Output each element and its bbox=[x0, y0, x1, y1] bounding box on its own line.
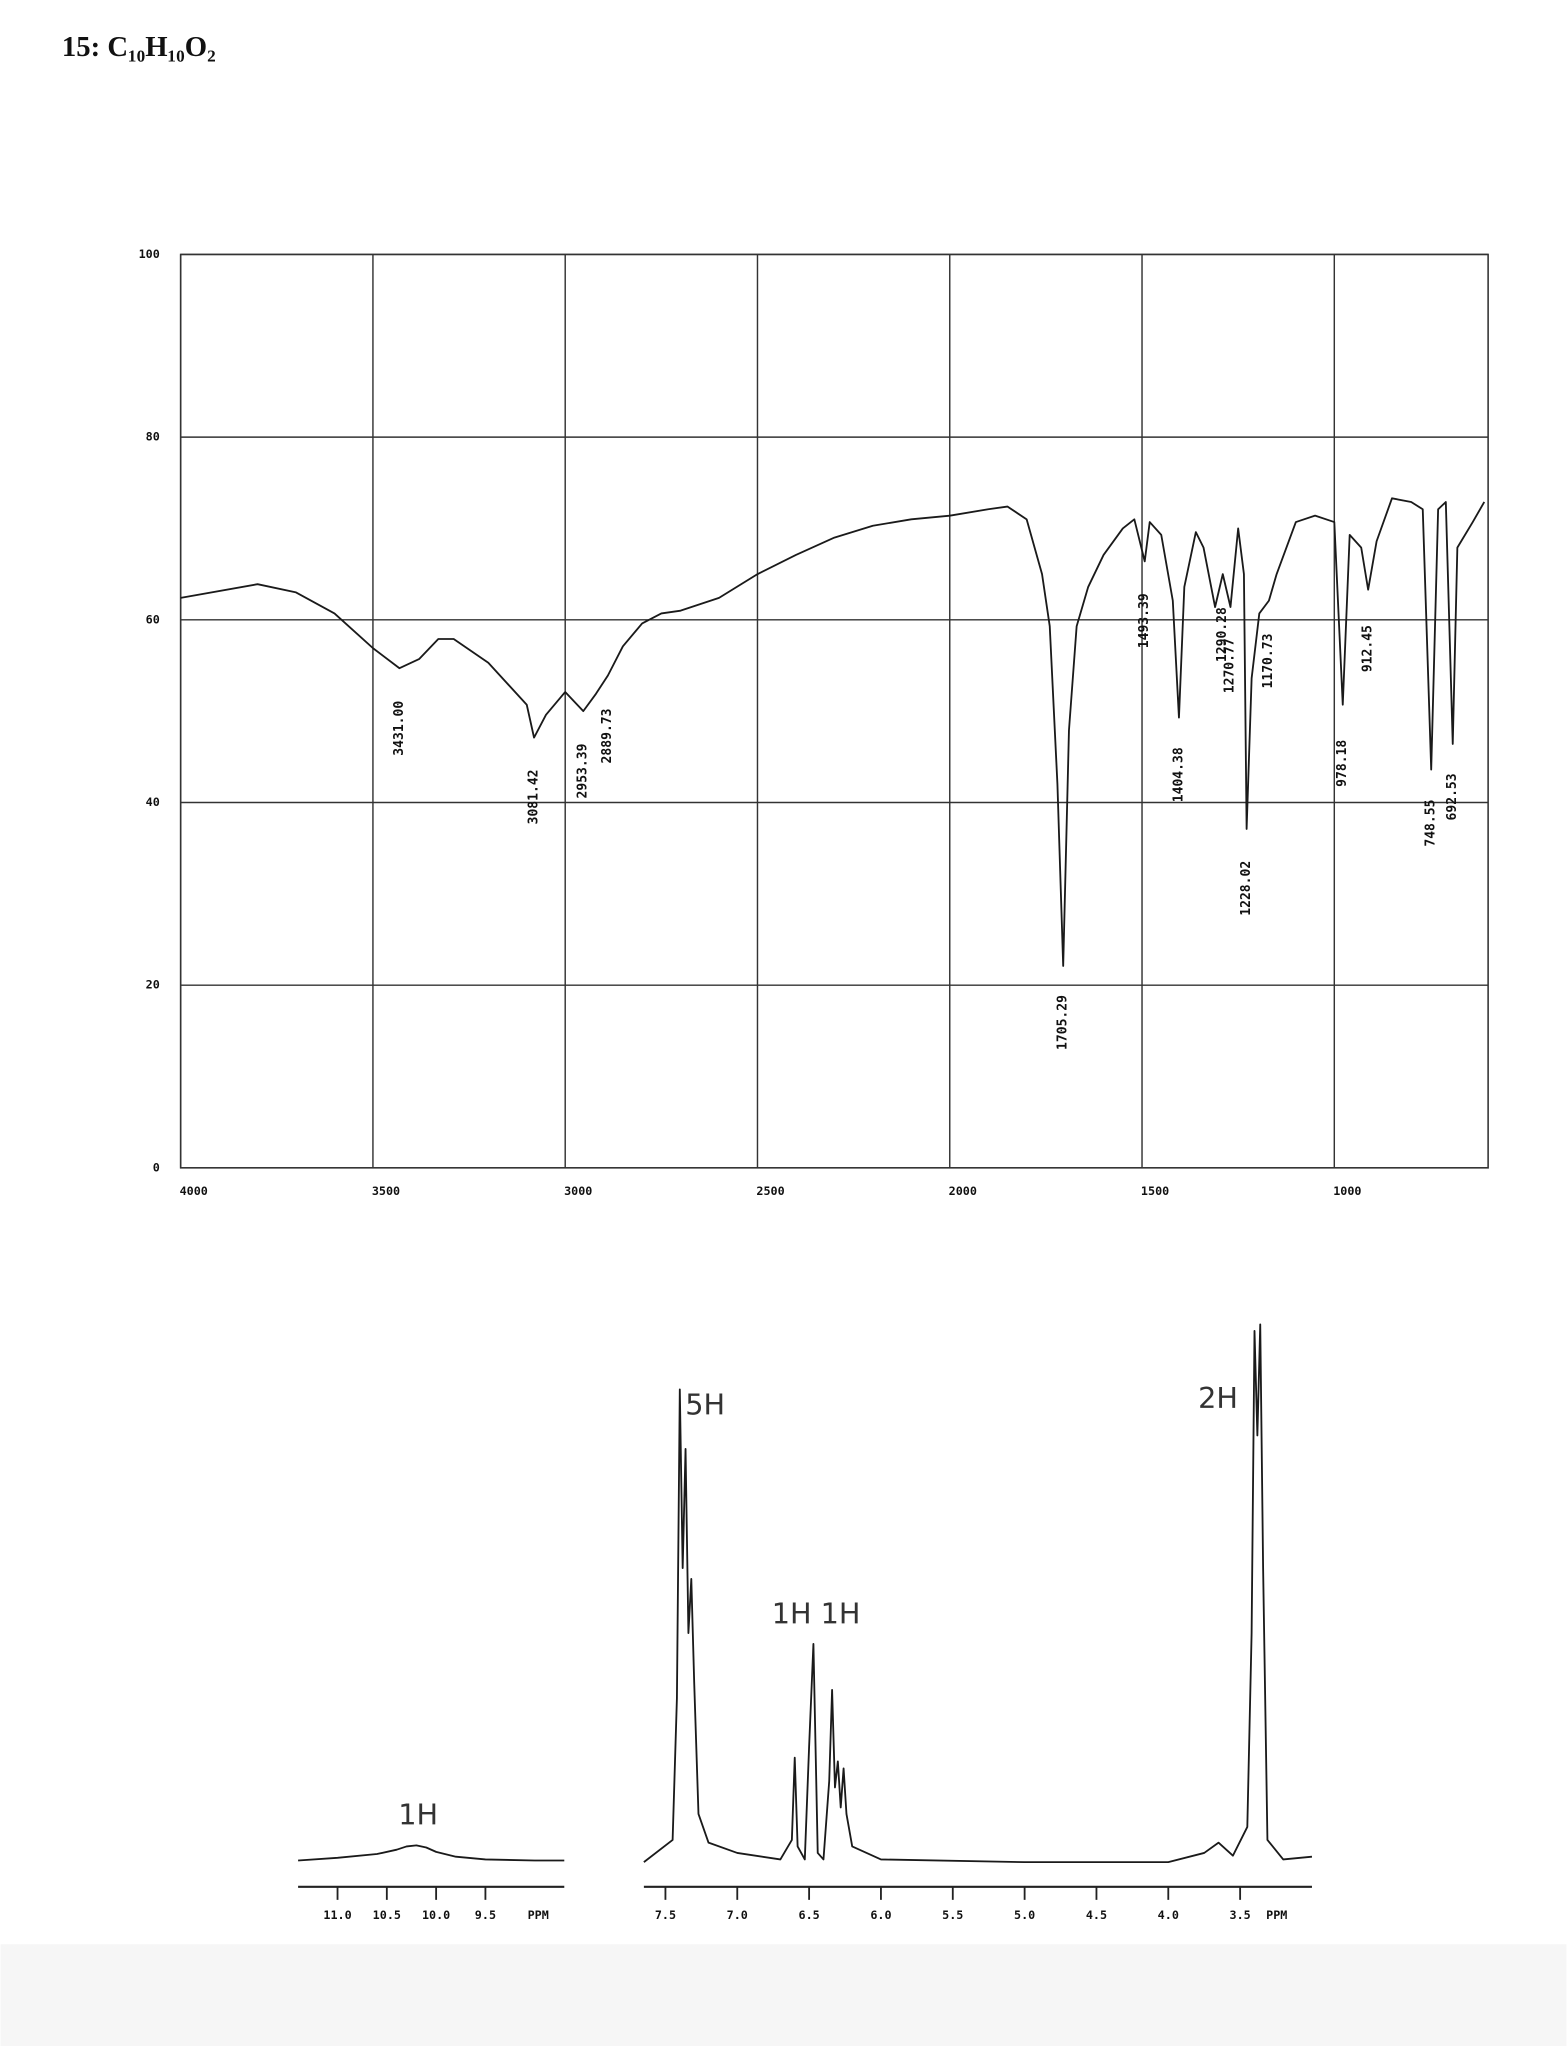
peak-label: 3081.42 bbox=[526, 769, 541, 824]
integration-label: 1H bbox=[398, 1797, 438, 1831]
y-tick-label: 20 bbox=[146, 978, 160, 992]
x-tick-label: 1500 bbox=[1141, 1184, 1169, 1198]
integration-label: 5H bbox=[685, 1388, 725, 1422]
peak-label: 3431.00 bbox=[392, 701, 407, 756]
x-tick-label: 10.5 bbox=[373, 1908, 401, 1922]
peak-label: 978.18 bbox=[1335, 740, 1350, 787]
x-tick-label: 6.0 bbox=[870, 1908, 891, 1922]
x-axis-label: PPM bbox=[1266, 1908, 1287, 1922]
peak-label: 2889.73 bbox=[600, 709, 615, 764]
peak-label: 1170.73 bbox=[1261, 634, 1276, 689]
integration-label: 1H 1H bbox=[772, 1596, 861, 1630]
y-tick-label: 100 bbox=[139, 247, 160, 261]
peak-label: 1493.39 bbox=[1137, 593, 1152, 648]
spectrum-line bbox=[298, 1844, 565, 1862]
spectrum-line bbox=[180, 497, 1486, 967]
x-tick-label: 7.0 bbox=[727, 1908, 748, 1922]
x-tick-label: 3500 bbox=[372, 1184, 400, 1198]
integration-label: 2H bbox=[1198, 1381, 1238, 1415]
plot-frame bbox=[179, 253, 1489, 1169]
x-tick-label: 1000 bbox=[1333, 1184, 1361, 1198]
x-tick-label: 4.5 bbox=[1086, 1908, 1107, 1922]
x-tick-label: 5.5 bbox=[942, 1908, 963, 1922]
peak-label: 1228.02 bbox=[1239, 861, 1254, 916]
peak-label: 748.55 bbox=[1423, 800, 1438, 847]
x-tick-label: 4.0 bbox=[1158, 1908, 1179, 1922]
spectrum-line bbox=[643, 1323, 1313, 1864]
bottom-shade bbox=[0, 1944, 1567, 2046]
x-axis-label: PPM bbox=[528, 1908, 549, 1922]
x-tick-label: 4000 bbox=[180, 1184, 208, 1198]
x-tick-label: 10.0 bbox=[422, 1908, 450, 1922]
x-tick-label: 3.5 bbox=[1230, 1908, 1251, 1922]
peak-label: 1270.77 bbox=[1223, 638, 1238, 693]
x-tick-label: 6.5 bbox=[799, 1908, 820, 1922]
peak-label: 1290.28 bbox=[1215, 607, 1230, 662]
x-tick-label: 3000 bbox=[564, 1184, 592, 1198]
page-title: 15: C₁₀H₁₀O₂ bbox=[62, 31, 216, 63]
y-tick-label: 80 bbox=[146, 430, 160, 444]
y-tick-label: 60 bbox=[146, 612, 160, 626]
peak-label: 2953.39 bbox=[576, 743, 591, 798]
peak-label: 912.45 bbox=[1360, 625, 1375, 672]
x-tick-label: 11.0 bbox=[323, 1908, 351, 1922]
x-tick-label: 2000 bbox=[949, 1184, 977, 1198]
x-tick-label: 9.5 bbox=[475, 1908, 496, 1922]
x-tick-label: 2500 bbox=[756, 1184, 784, 1198]
y-tick-label: 0 bbox=[153, 1160, 160, 1174]
x-tick-label: 5.0 bbox=[1014, 1908, 1035, 1922]
peak-label: 692.53 bbox=[1445, 773, 1460, 820]
y-tick-label: 40 bbox=[146, 795, 160, 809]
peak-label: 1705.29 bbox=[1056, 995, 1071, 1050]
x-tick-label: 7.5 bbox=[655, 1908, 676, 1922]
peak-label: 1404.38 bbox=[1171, 747, 1186, 802]
